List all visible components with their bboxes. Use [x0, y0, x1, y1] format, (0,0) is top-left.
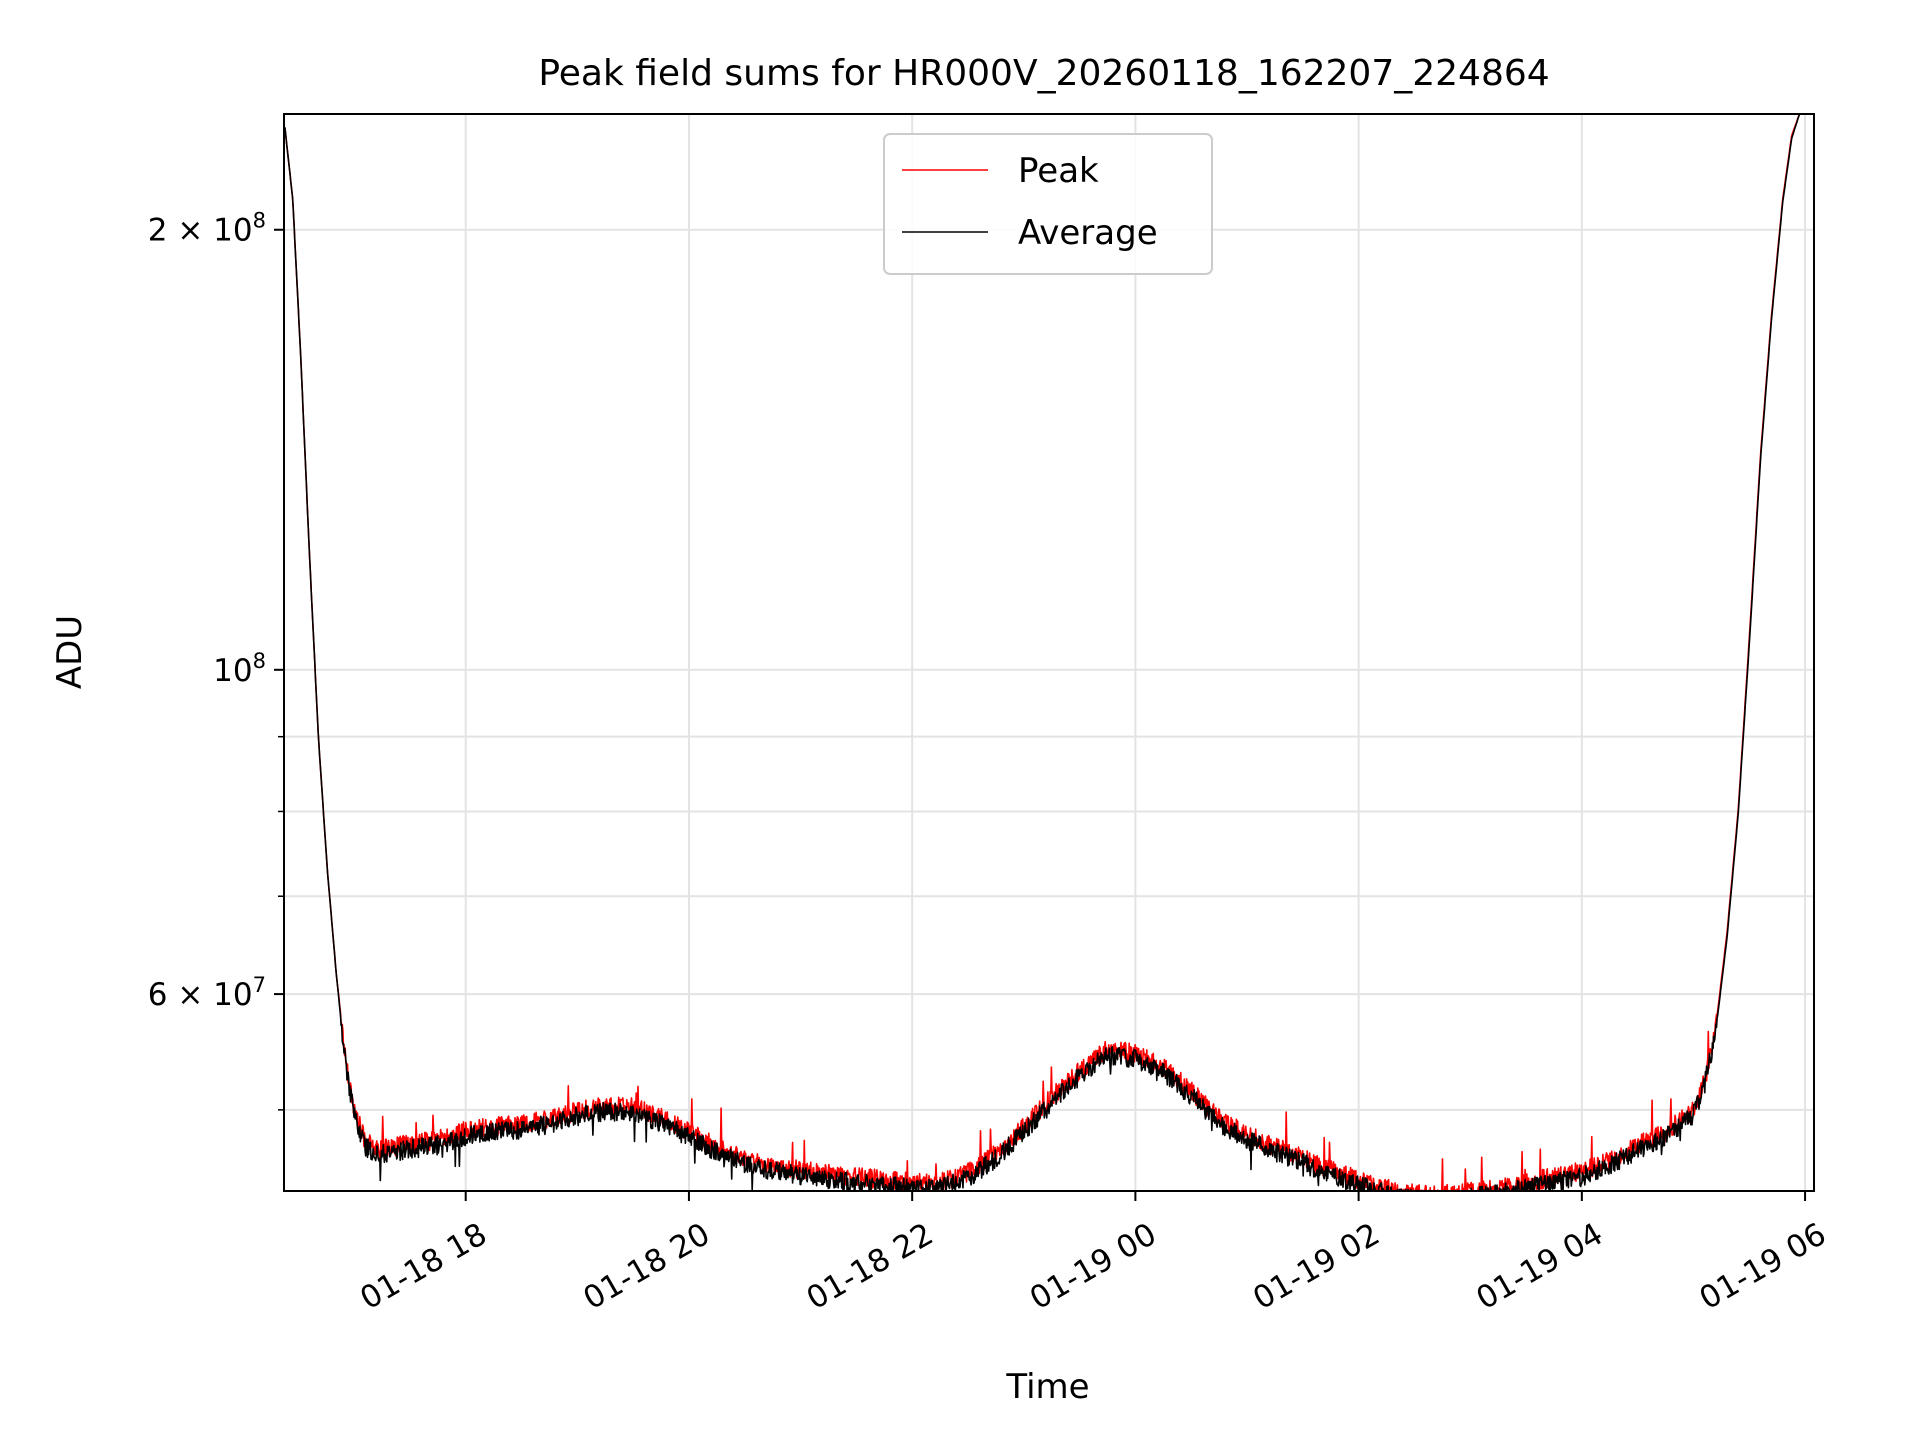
legend-box [883, 133, 1213, 275]
x-axis-ticks [464, 1191, 1807, 1201]
y-axis-tick-labels: 6 × 107 108 2 × 108 [148, 209, 266, 1013]
legend-label-peak: Peak [1018, 151, 1099, 191]
y-axis-ticks [274, 228, 284, 1111]
y-tick-label: 2 × 108 [148, 209, 266, 249]
plot-frame [283, 113, 1815, 1192]
legend-label-average: Average [1018, 213, 1158, 253]
series-line-average [284, 114, 1808, 1191]
y-tick-label: 108 [213, 649, 266, 689]
legend: Peak Average [883, 133, 1213, 275]
y-tick-label: 6 × 107 [148, 973, 266, 1013]
x-axis-label: Time [1005, 1367, 1089, 1407]
y-axis-label: ADU [50, 615, 90, 689]
chart-title: Peak field sums for HR000V_20260118_1622… [538, 53, 1549, 94]
